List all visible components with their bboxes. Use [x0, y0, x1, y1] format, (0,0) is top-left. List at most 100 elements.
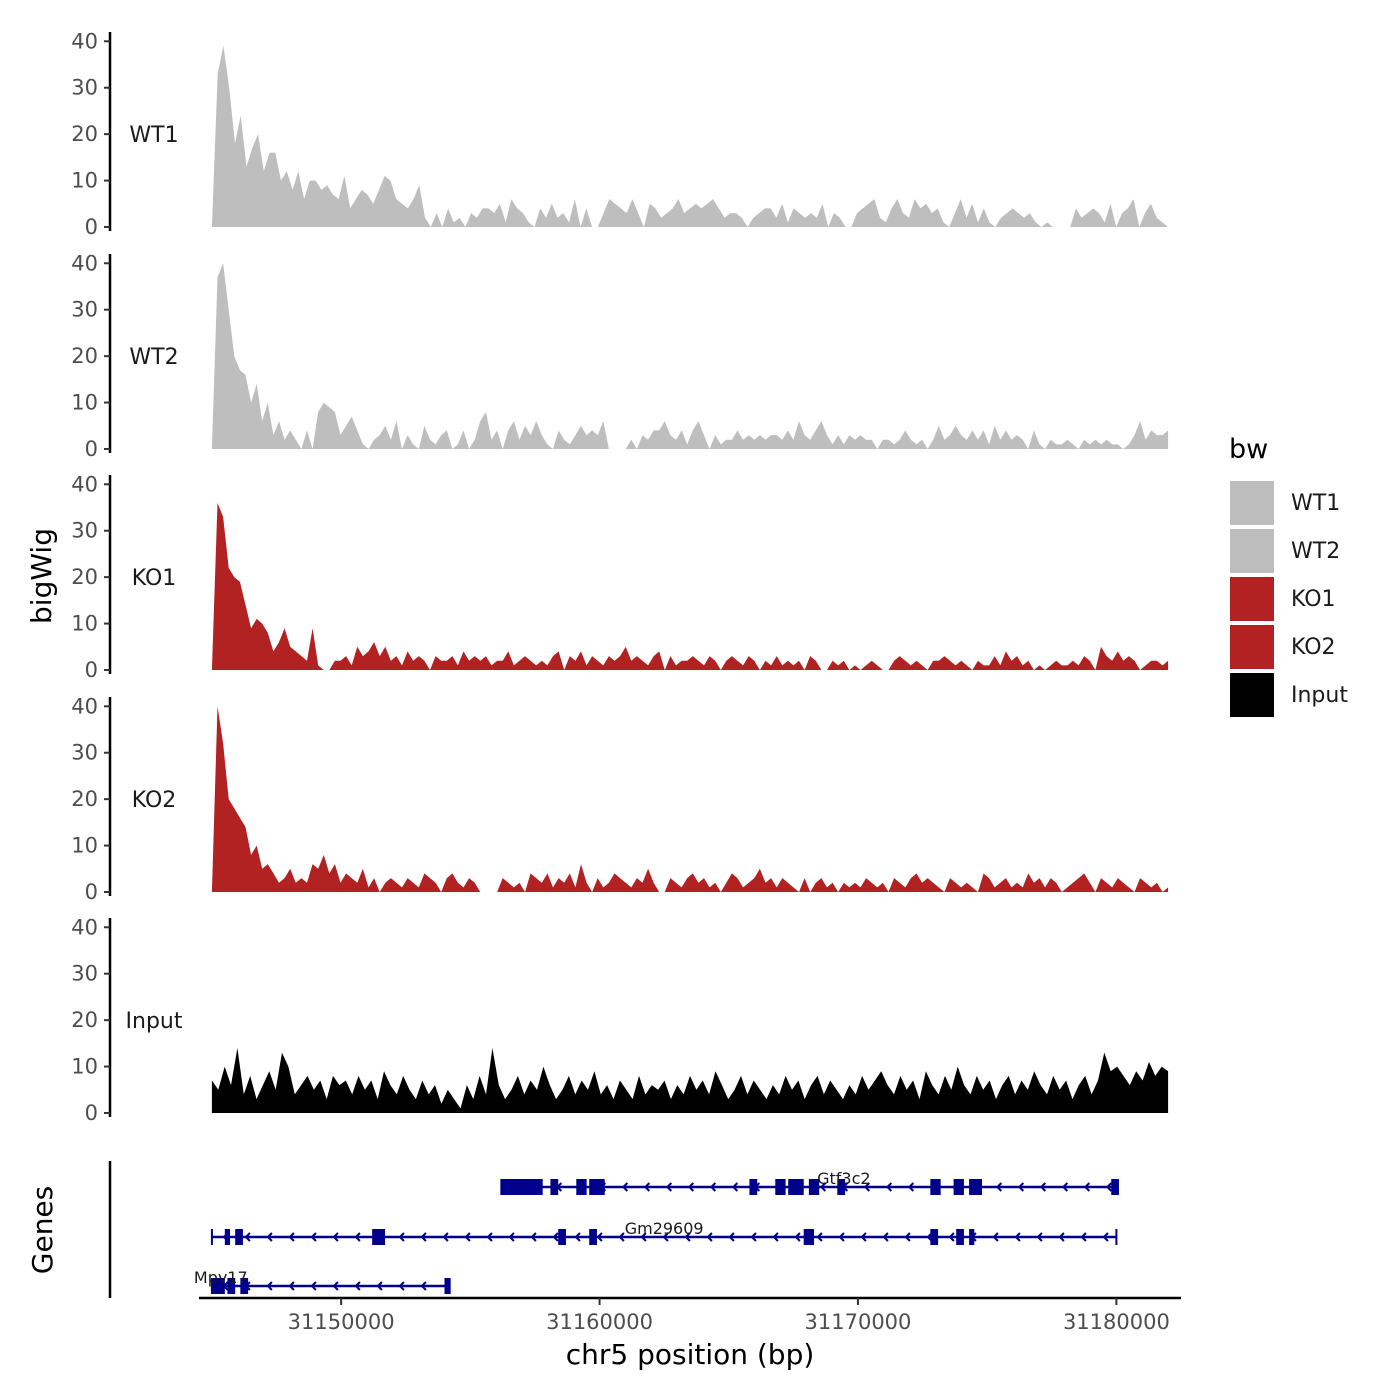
track-label-wt2: WT2	[129, 345, 178, 370]
strand-arrow	[992, 1232, 999, 1242]
track-label-wt1: WT1	[129, 123, 178, 148]
strand-arrow	[420, 1281, 427, 1291]
y-tick-label: 10	[71, 834, 98, 858]
strand-arrow	[530, 1232, 537, 1242]
exon	[930, 1229, 939, 1245]
exon	[550, 1179, 559, 1195]
track-label-input: Input	[126, 1009, 183, 1034]
strand-arrow	[376, 1281, 383, 1291]
strand-arrow	[706, 1232, 713, 1242]
strand-arrow	[885, 1182, 893, 1192]
legend: bw WT1 WT2 KO1 KO2 Input	[1228, 434, 1348, 719]
y-tick-label: 0	[85, 215, 98, 239]
strand-arrow	[1058, 1232, 1065, 1242]
strand-arrow	[709, 1182, 717, 1192]
gene-panel: Genes Gtf3c2 Gm29609 Mpv17	[26, 1161, 1119, 1298]
strand-arrow	[995, 1182, 1003, 1192]
legend-key-input	[1228, 671, 1276, 719]
exon	[211, 1278, 225, 1294]
strand-arrow	[398, 1232, 405, 1242]
strand-arrow	[1105, 1182, 1113, 1192]
strand-arrow	[420, 1232, 427, 1242]
signal-panels: 0 10 20 30 40 WT1 0 10 20 30 40 WT2 0 10 20 30 40 KO1 0 10 2…	[71, 29, 1169, 1125]
strand-arrow	[354, 1232, 361, 1242]
x-tick-label: 31150000	[288, 1310, 395, 1334]
strand-arrow	[552, 1232, 559, 1242]
exon	[803, 1229, 815, 1245]
legend-title: bw	[1229, 434, 1268, 465]
strand-arrow	[288, 1281, 295, 1291]
y-tick-label: 40	[71, 472, 98, 496]
y-tick-label: 20	[71, 344, 98, 368]
strand-arrow	[1036, 1232, 1043, 1242]
strand-arrow	[244, 1232, 251, 1242]
strand-arrow	[1083, 1182, 1091, 1192]
strand-arrow	[684, 1232, 691, 1242]
strand-arrow	[863, 1182, 871, 1192]
exon	[775, 1179, 786, 1195]
exon	[227, 1278, 236, 1294]
gene-label-mpv17: Mpv17	[194, 1268, 248, 1287]
y-tick-label: 40	[71, 29, 98, 53]
panel-wt1: 0 10 20 30 40 WT1	[71, 29, 1169, 239]
strand-arrow	[772, 1232, 779, 1242]
y-tick-label: 40	[71, 694, 98, 718]
exon	[501, 1179, 543, 1195]
strand-arrow	[948, 1232, 955, 1242]
y-tick-label: 30	[71, 519, 98, 543]
exon	[576, 1179, 587, 1195]
legend-key-ko2	[1228, 623, 1276, 671]
x-tick-label: 31170000	[805, 1310, 912, 1334]
strand-arrow	[332, 1232, 339, 1242]
exon	[837, 1179, 846, 1195]
signal-area-wt2	[211, 263, 1169, 449]
legend-label-input: Input	[1291, 683, 1348, 708]
strand-arrow	[618, 1232, 625, 1242]
exon	[749, 1179, 758, 1195]
x-tick-label: 31180000	[1063, 1310, 1170, 1334]
y-axis-title: bigWig	[25, 528, 58, 624]
y-tick-label: 10	[71, 391, 98, 415]
strand-arrow	[819, 1182, 827, 1192]
panel-ko1: 0 10 20 30 40 KO1	[71, 472, 1169, 682]
y-tick-label: 0	[85, 437, 98, 461]
gene-models: Gtf3c2 Gm29609 Mpv17	[194, 1169, 1119, 1294]
exon	[969, 1229, 975, 1245]
strand-arrow	[310, 1232, 317, 1242]
x-axis-title: chr5 position (bp)	[566, 1338, 815, 1371]
y-tick-label: 30	[71, 962, 98, 986]
strand-arrow	[816, 1232, 823, 1242]
signal-area-ko2	[211, 706, 1169, 892]
strand-arrow	[266, 1281, 273, 1291]
x-axis: chr5 position (bp) 31150000 31160000 31170…	[199, 1296, 1181, 1371]
exon	[956, 1229, 964, 1245]
strand-arrow	[794, 1232, 801, 1242]
signal-area-ko1	[211, 502, 1169, 670]
strand-arrow	[838, 1232, 845, 1242]
strand-arrow	[687, 1182, 695, 1192]
exon	[235, 1229, 243, 1245]
strand-arrow	[1017, 1182, 1025, 1192]
legend-key-wt1	[1228, 479, 1276, 527]
strand-arrow	[907, 1182, 915, 1192]
y-tick-label: 0	[85, 1101, 98, 1125]
strand-arrow	[508, 1232, 515, 1242]
strand-arrow	[621, 1182, 629, 1192]
strand-arrow	[665, 1182, 673, 1192]
y-tick-label: 40	[71, 915, 98, 939]
gene-gtf3c2: Gtf3c2	[500, 1169, 1119, 1195]
strand-arrow	[640, 1232, 647, 1242]
gene-gm29609: Gm29609	[210, 1219, 1118, 1245]
strand-arrow	[596, 1232, 603, 1242]
gene-label-gm29609: Gm29609	[625, 1219, 704, 1238]
strand-arrow	[1014, 1232, 1021, 1242]
panel-input: 0 10 20 30 40 Input	[71, 915, 1169, 1125]
y-tick-label: 20	[71, 122, 98, 146]
gene-panel-label: Genes	[26, 1186, 59, 1274]
legend-key-wt2	[1228, 527, 1276, 575]
track-label-ko1: KO1	[132, 566, 177, 591]
strand-arrow	[643, 1182, 651, 1192]
legend-label-ko2: KO2	[1291, 635, 1336, 660]
y-tick-label: 0	[85, 880, 98, 904]
